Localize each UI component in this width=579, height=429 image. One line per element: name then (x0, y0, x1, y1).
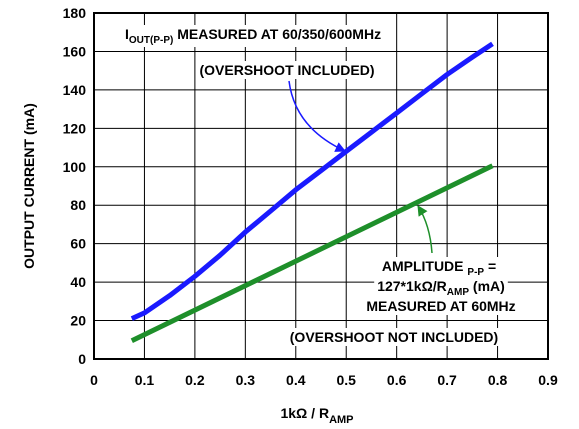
y-tick-label: 180 (63, 5, 87, 21)
x-tick-label: 0.2 (185, 372, 205, 388)
annotation-background (286, 328, 502, 346)
annotation-background (122, 25, 385, 47)
x-tick-label: 0.8 (488, 372, 508, 388)
y-tick-label: 80 (70, 197, 86, 213)
y-tick-label: 160 (63, 43, 87, 59)
blue-annotation-arrow (288, 80, 346, 152)
tick-labels: 0 0.1 0.2 0.3 0.4 0.5 0.6 0.7 0.8 0.9 0 20 40 60 80 100… (63, 5, 558, 388)
x-tick-label: 0.7 (437, 372, 457, 388)
annotation-background (374, 277, 508, 299)
x-tick-label: 0.3 (236, 372, 256, 388)
green-annotation-line-2: 127*1kΩ/RAMP (mA) (377, 278, 505, 298)
annotation-background (378, 257, 500, 279)
grid (94, 13, 548, 359)
x-tick-label: 0.4 (286, 372, 306, 388)
green-annotation-line-1: AMPLITUDE P-P = (382, 258, 496, 278)
y-tick-label: 140 (63, 82, 87, 98)
series-group (130, 41, 494, 343)
annotation-background (363, 297, 519, 315)
y-tick-label: 0 (78, 351, 86, 367)
x-tick-label: 0 (90, 372, 98, 388)
green-annotation-arrow (417, 205, 433, 254)
green-annotation-line-3: MEASURED AT 60MHz (366, 298, 515, 314)
y-tick-label: 20 (70, 313, 86, 329)
plot-frame (93, 12, 549, 360)
x-tick-label: 0.5 (336, 372, 356, 388)
green-annotation-line-4: (OVERSHOOT NOT INCLUDED) (290, 329, 498, 345)
blue-annotation-line-1: IOUT(P-P) MEASURED AT 60/350/600MHz (125, 26, 381, 46)
y-tick-label: 40 (70, 274, 86, 290)
blue-annotation-line-2: (OVERSHOOT INCLUDED) (200, 62, 375, 78)
annotation-group: IOUT(P-P) MEASURED AT 60/350/600MHz (OVER… (122, 25, 519, 346)
y-axis-title: OUTPUT CURRENT (mA) (21, 103, 37, 269)
annotation-background (196, 61, 378, 79)
x-tick-label: 0.1 (135, 372, 155, 388)
y-tick-label: 120 (63, 120, 87, 136)
x-tick-label: 0.6 (387, 372, 407, 388)
green-series-line (130, 163, 494, 343)
y-tick-label: 60 (70, 236, 86, 252)
y-tick-label: 100 (63, 159, 87, 175)
x-axis-title: 1kΩ / RAMP (280, 405, 353, 426)
blue-series-line (130, 41, 494, 321)
x-tick-label: 0.9 (538, 372, 558, 388)
